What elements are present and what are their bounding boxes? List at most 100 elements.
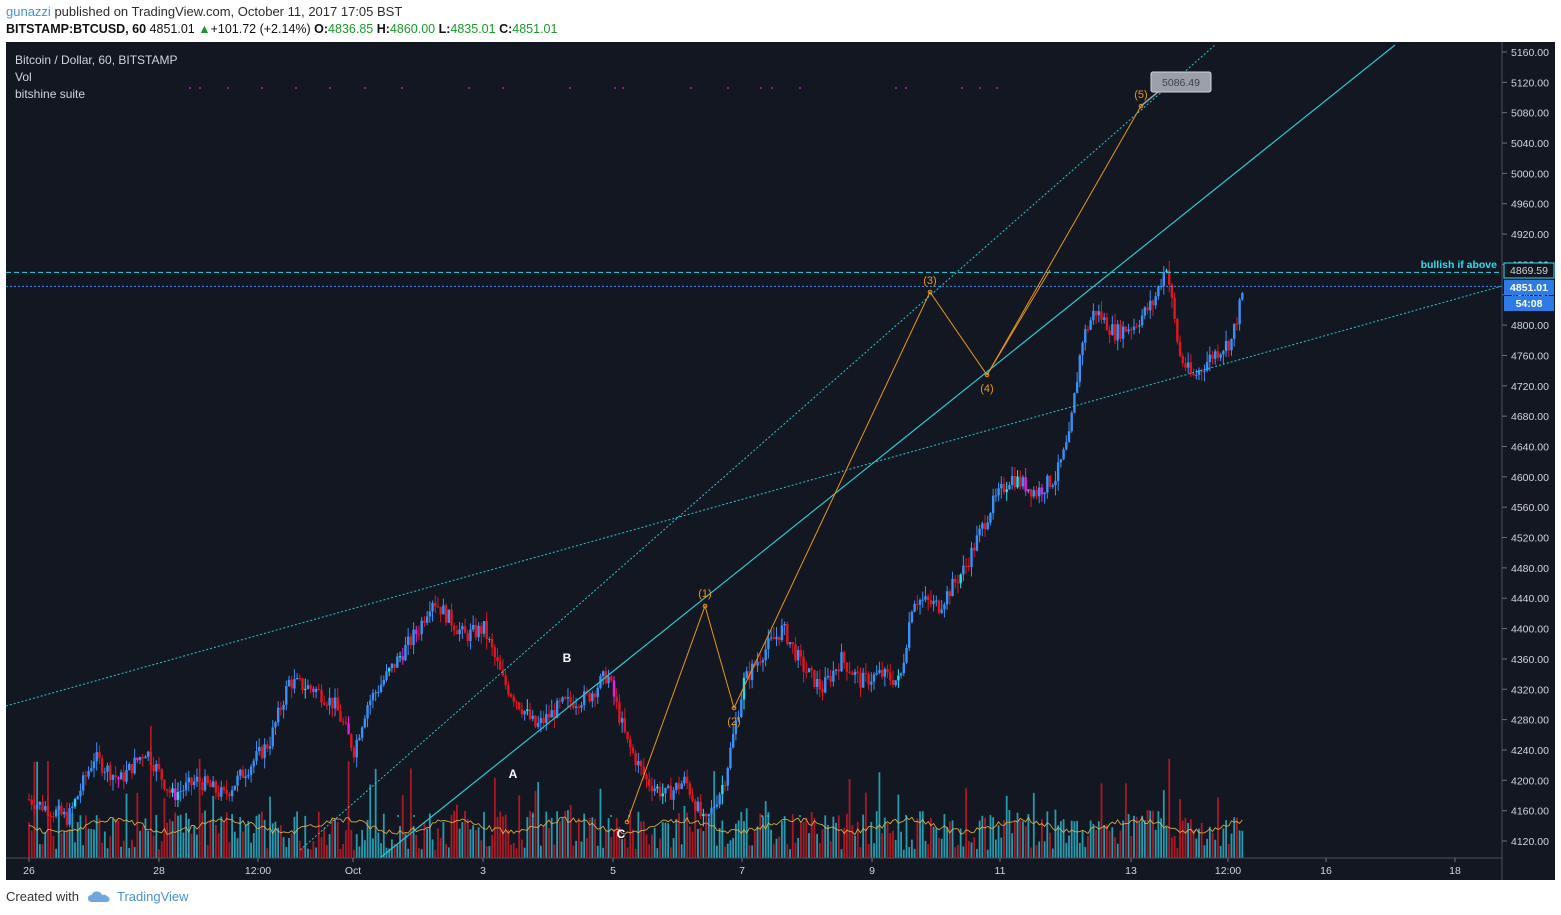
volume-bar: [420, 849, 423, 858]
volume-bar: [239, 817, 242, 858]
wave-point: [731, 705, 737, 711]
signal-dot: [401, 87, 403, 89]
volume-bar: [1038, 841, 1041, 858]
candle-body: [444, 605, 448, 623]
candle-body: [44, 806, 47, 811]
candle-body: [217, 792, 220, 797]
volume-bar: [401, 795, 404, 858]
candle-body: [149, 751, 153, 766]
candle-body: [1162, 271, 1165, 287]
volume-bar: [721, 820, 724, 858]
volume-bar: [166, 822, 169, 858]
volume-bar: [948, 821, 951, 858]
volume-bar: [556, 811, 559, 858]
candle-body: [677, 783, 681, 789]
volume-bar: [916, 818, 919, 858]
volume-bar: [984, 817, 986, 858]
signal-dot: [771, 87, 773, 89]
volume-bar: [1065, 842, 1068, 858]
volume-bar: [1143, 820, 1146, 858]
candle-body: [271, 727, 274, 747]
volume-bar: [1214, 839, 1217, 858]
candle-body: [482, 621, 486, 634]
candle-body: [1094, 310, 1098, 316]
candle-body: [60, 805, 63, 815]
candle-body: [864, 672, 868, 674]
candle-body: [883, 668, 887, 677]
candle-body: [103, 771, 107, 773]
candle-body: [128, 764, 131, 771]
volume-bar: [864, 792, 867, 858]
volume-bar: [867, 844, 870, 858]
volume-bar: [458, 828, 461, 858]
volume-bar: [965, 788, 967, 858]
signal-dot: [227, 87, 229, 89]
candle-body: [122, 772, 125, 782]
volume-bar: [225, 812, 228, 858]
candle-body: [388, 668, 391, 672]
candle-body: [685, 776, 689, 784]
candle-body: [233, 785, 237, 791]
candle-body: [163, 779, 166, 790]
volume-bar: [824, 815, 827, 858]
candle-body: [1119, 324, 1122, 339]
volume-bar: [244, 825, 247, 858]
candle-body: [580, 705, 583, 708]
candle-body: [1135, 326, 1138, 328]
x-tick-label: 13: [1125, 865, 1137, 877]
candle-body: [723, 785, 727, 787]
volume-bar: [472, 825, 475, 858]
candle-body: [704, 813, 708, 817]
volume-bar: [805, 817, 808, 858]
volume-bar: [334, 819, 336, 858]
candle-body: [1038, 487, 1041, 497]
candle-body: [713, 806, 716, 808]
candle-body: [837, 669, 840, 672]
candle-body: [1192, 373, 1195, 376]
candle-body: [176, 792, 180, 800]
symbol-label: BITSTAMP:BTCUSD, 60: [6, 22, 147, 36]
volume-bar: [832, 816, 835, 858]
author-link[interactable]: gunazzi: [6, 4, 51, 19]
candle-body: [146, 751, 150, 757]
candle-body: [1140, 315, 1144, 326]
candle-body: [1070, 412, 1073, 432]
y-tick-label: 4680.00: [1511, 411, 1549, 423]
volume-bar: [382, 813, 385, 858]
candle-body: [1205, 361, 1209, 371]
candle-body: [610, 676, 613, 681]
volume-bar: [613, 828, 615, 858]
candle-body: [325, 704, 329, 706]
candle-body: [463, 626, 467, 634]
volume-bar: [575, 840, 577, 858]
tradingview-brand-link[interactable]: TradingView: [116, 889, 189, 904]
candle-body: [664, 787, 667, 794]
target-callout: [1150, 71, 1212, 93]
candle-body: [369, 700, 372, 706]
volume-bar: [1011, 833, 1014, 858]
volume-bar: [41, 844, 44, 858]
volume-bar: [504, 814, 507, 858]
signal-dot: [261, 87, 263, 89]
volume-bar: [90, 828, 93, 858]
candle-body: [742, 677, 746, 700]
signal-dot: [569, 87, 571, 89]
candle-body: [341, 721, 345, 723]
volume-bar: [1179, 799, 1181, 858]
candle-body: [1208, 354, 1212, 362]
candle-body: [1081, 342, 1084, 356]
volume-bar: [997, 825, 1000, 858]
candle-body: [396, 656, 399, 668]
candle-body: [230, 790, 234, 797]
candle-body: [718, 794, 721, 805]
volume-bar: [168, 819, 171, 858]
volume-bar: [967, 841, 970, 858]
volume-bar: [699, 827, 702, 858]
y-tick-label: 4640.00: [1511, 442, 1549, 454]
volume-bar: [797, 837, 800, 858]
candle-body: [1222, 351, 1225, 355]
candle-body: [675, 783, 678, 791]
candle-body: [393, 663, 396, 668]
candle-body: [750, 663, 754, 680]
